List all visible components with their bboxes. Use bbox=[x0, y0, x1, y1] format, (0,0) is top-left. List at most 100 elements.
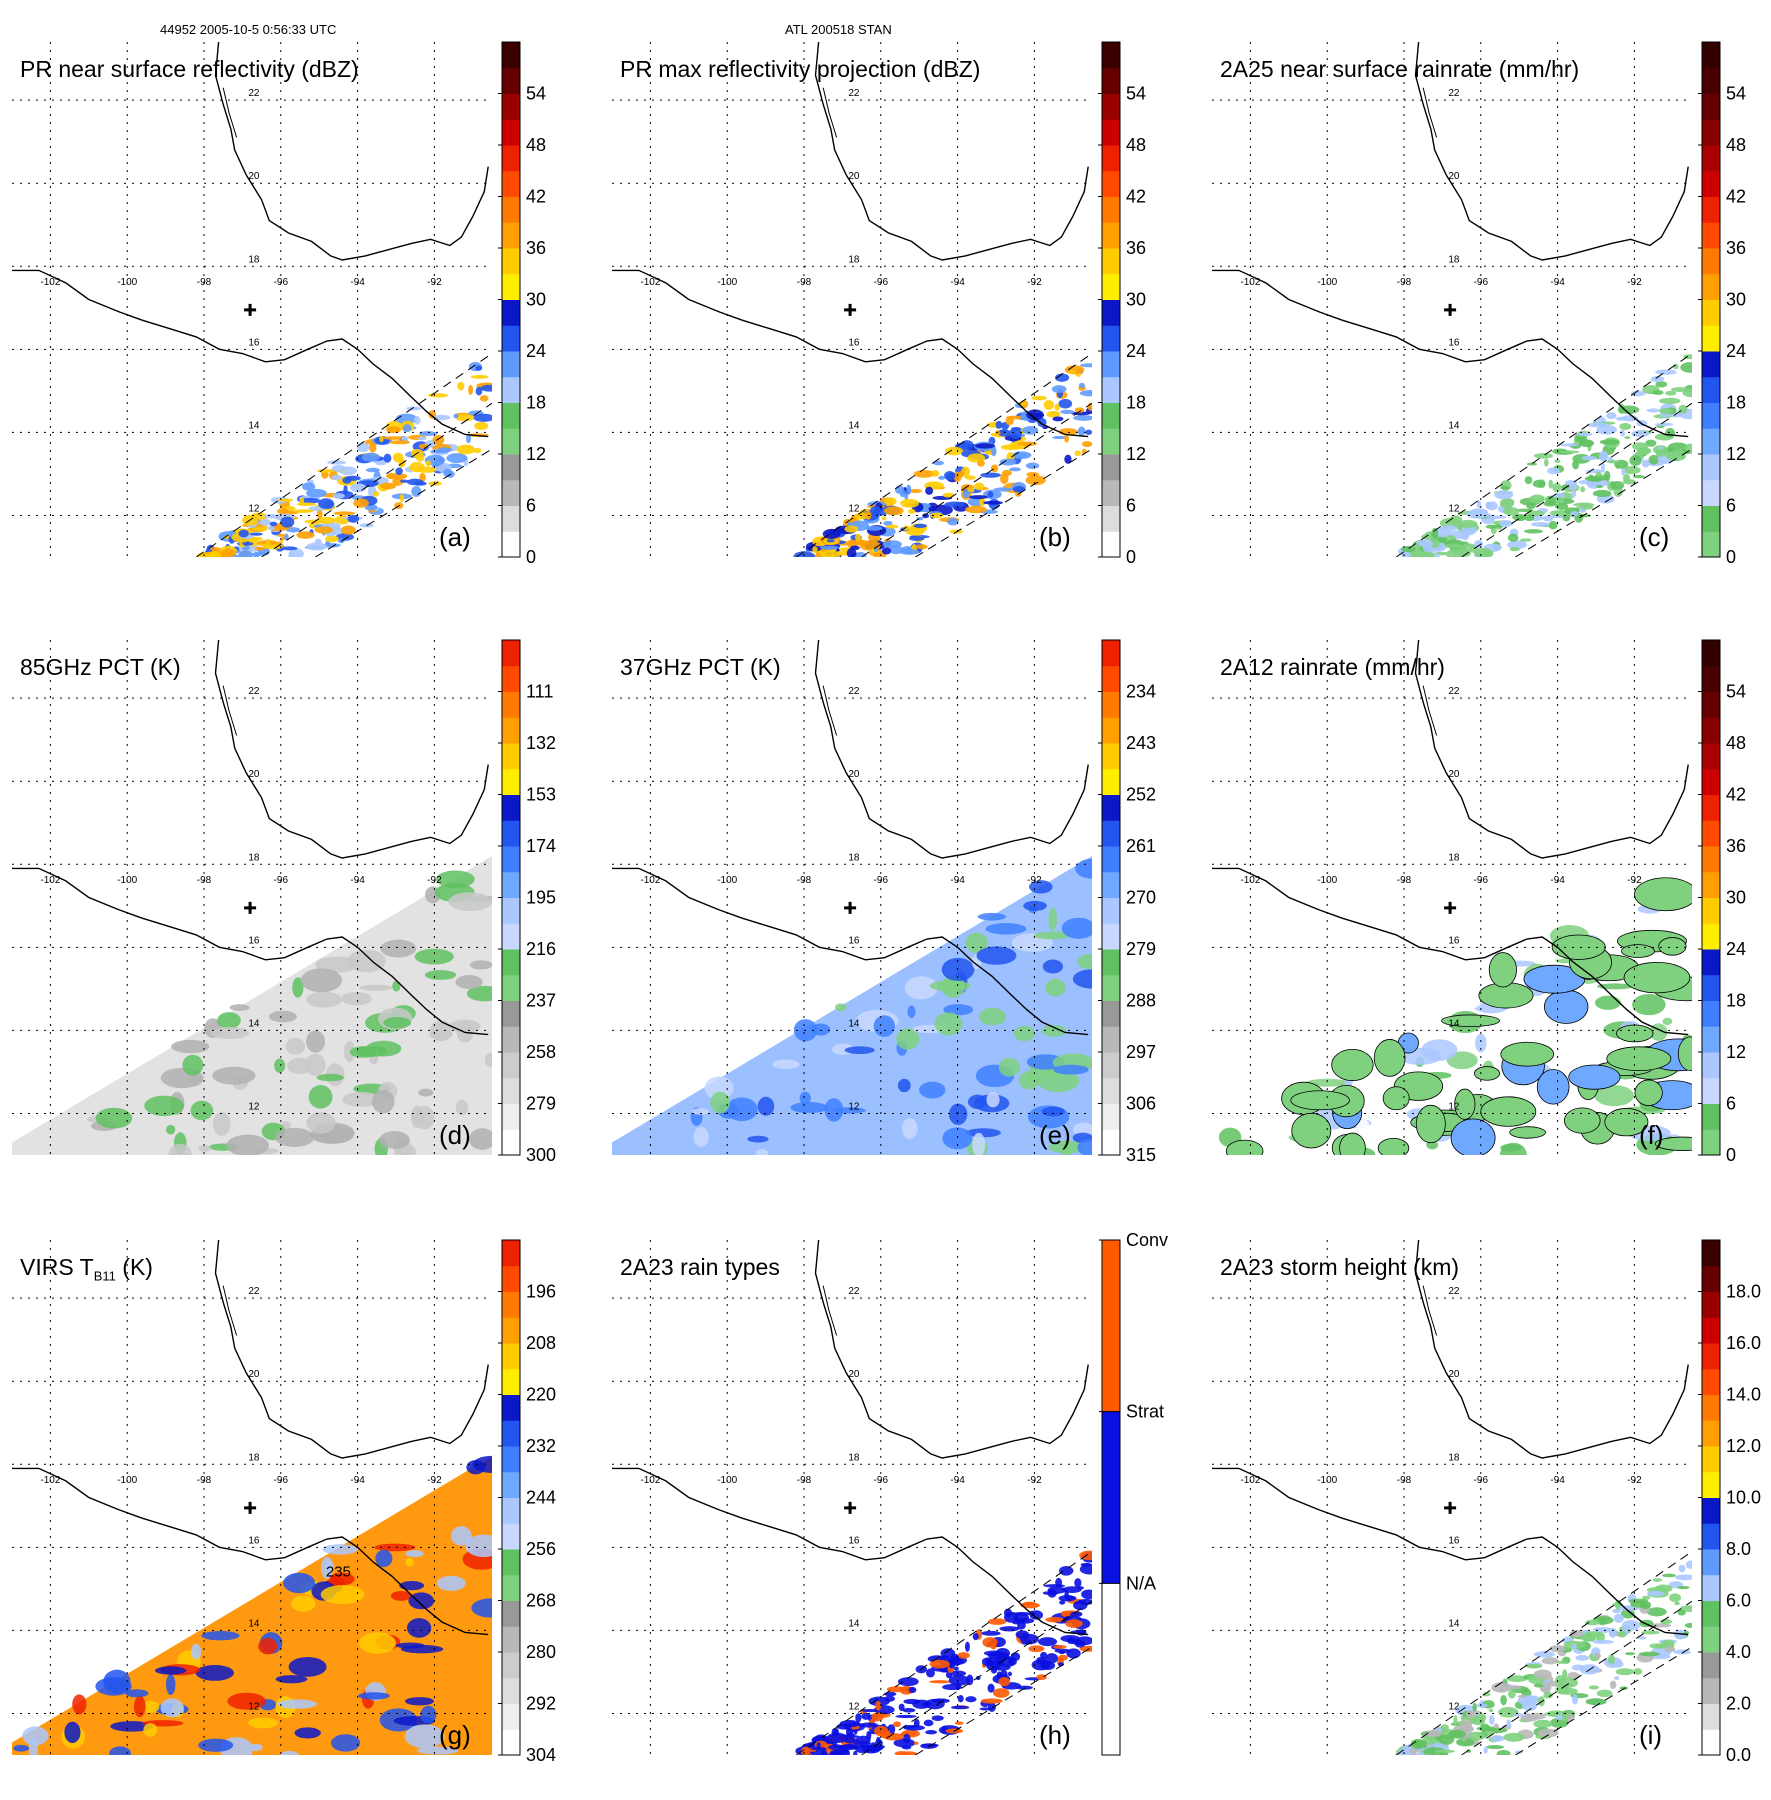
colorbar-swatch bbox=[1702, 1026, 1720, 1053]
precip-pixel bbox=[958, 470, 965, 478]
colorbar-swatch bbox=[502, 949, 520, 976]
precip-pixel bbox=[399, 493, 404, 502]
precip-pixel bbox=[1548, 479, 1554, 489]
precip-pixel bbox=[1496, 1749, 1511, 1755]
colorbar-swatch bbox=[1702, 1600, 1720, 1627]
colorbar-swatch bbox=[502, 196, 520, 223]
swath-field bbox=[12, 1456, 492, 1755]
precip-pixel bbox=[1020, 401, 1027, 406]
colorbar-label: 30 bbox=[526, 290, 546, 310]
colorbar-label: 48 bbox=[1726, 733, 1746, 753]
colorbar-swatch bbox=[502, 248, 520, 275]
precip-pixel bbox=[873, 1725, 889, 1737]
colorbar-swatch bbox=[1702, 1652, 1720, 1679]
colorbar-swatch bbox=[1702, 1446, 1720, 1473]
precip-pixel bbox=[1673, 1649, 1692, 1655]
gulf-coastline bbox=[1414, 42, 1689, 261]
rain-blob bbox=[1415, 1104, 1446, 1144]
colorbar-label: 208 bbox=[526, 1333, 556, 1353]
colorbar-swatch bbox=[1702, 505, 1720, 532]
precip-pixel bbox=[836, 1723, 852, 1730]
colorbar-label: 280 bbox=[526, 1642, 556, 1662]
field-blob bbox=[1053, 1064, 1089, 1075]
precip-pixel bbox=[1461, 1737, 1467, 1742]
colorbar-label: 195 bbox=[526, 888, 556, 908]
field-blob bbox=[229, 1004, 250, 1011]
field-blob bbox=[277, 1699, 318, 1709]
precip-pixel bbox=[1052, 416, 1064, 422]
precip-pixel bbox=[1031, 1659, 1051, 1671]
precip-pixel bbox=[931, 1715, 944, 1721]
precip-pixel bbox=[331, 464, 346, 473]
precip-pixel bbox=[842, 1744, 857, 1750]
colorbar-swatch bbox=[1102, 42, 1120, 69]
field-blob bbox=[1042, 959, 1064, 974]
colorbar-label: 18.0 bbox=[1726, 1282, 1761, 1302]
colorbar-label: 42 bbox=[1726, 785, 1746, 805]
precip-pixel bbox=[1580, 486, 1586, 493]
precip-pixel bbox=[1674, 448, 1685, 459]
precip-pixel bbox=[999, 1626, 1020, 1632]
precip-pixel bbox=[380, 482, 397, 490]
field-blob bbox=[347, 949, 386, 973]
precip-pixel bbox=[898, 1703, 905, 1711]
field-blob bbox=[306, 1112, 336, 1134]
precip-pixel bbox=[1609, 1680, 1617, 1690]
precip-pixel bbox=[375, 462, 387, 466]
precip-pixel bbox=[980, 472, 1001, 478]
colorbar-label: 6 bbox=[1726, 1094, 1736, 1114]
precip-pixel bbox=[1612, 1608, 1622, 1614]
field-blob bbox=[280, 1750, 299, 1755]
precip-pixel bbox=[1473, 548, 1494, 557]
precip-pixel bbox=[1491, 1682, 1512, 1693]
field-blob bbox=[390, 1590, 412, 1601]
colorbar-swatch bbox=[1702, 1523, 1720, 1550]
rain-blob bbox=[1606, 1046, 1672, 1072]
precip-pixel bbox=[938, 475, 946, 480]
header-orbit-time: 44952 2005-10-5 0:56:33 UTC bbox=[160, 22, 337, 37]
field-blob bbox=[268, 1010, 297, 1023]
precip-pixel bbox=[945, 446, 963, 456]
colorbar-swatch bbox=[1702, 248, 1720, 275]
precip-pixel bbox=[1005, 416, 1014, 426]
precip-pixel bbox=[925, 1729, 938, 1735]
longitude-label: -96 bbox=[274, 875, 289, 886]
field-blob bbox=[1306, 1078, 1349, 1087]
precip-pixel bbox=[1658, 446, 1663, 450]
field-blob bbox=[217, 1012, 241, 1029]
precip-pixel bbox=[1618, 1631, 1627, 1638]
latitude-label: 12 bbox=[248, 503, 260, 514]
precip-pixel bbox=[1516, 508, 1534, 513]
precip-pixel bbox=[929, 1680, 951, 1684]
field-blob bbox=[1632, 993, 1666, 1016]
colorbar-label: 0 bbox=[1126, 547, 1136, 567]
precip-pixel bbox=[1646, 1590, 1665, 1597]
precip-pixel bbox=[1533, 453, 1554, 459]
precip-pixel bbox=[1596, 1689, 1613, 1698]
colorbar-label: 261 bbox=[1126, 836, 1156, 856]
panel-letter: (d) bbox=[439, 1120, 471, 1150]
precip-pixel bbox=[1633, 1668, 1643, 1675]
lagoon-line bbox=[822, 87, 838, 138]
precip-pixel bbox=[816, 1742, 821, 1750]
longitude-label: -100 bbox=[1317, 875, 1337, 886]
latitude-label: 18 bbox=[248, 1452, 260, 1463]
precip-pixel bbox=[1465, 1710, 1476, 1719]
field-blob bbox=[1536, 1111, 1556, 1133]
latitude-label: 16 bbox=[848, 1535, 860, 1546]
colorbar-label: 42 bbox=[526, 187, 546, 207]
precip-pixel bbox=[1482, 1692, 1491, 1697]
colorbar-swatch bbox=[1702, 351, 1720, 378]
precip-pixel bbox=[900, 498, 920, 508]
colorbar-label: 232 bbox=[526, 1436, 556, 1456]
precip-pixel bbox=[1077, 426, 1086, 436]
latitude-label: 14 bbox=[848, 1618, 860, 1629]
colorbar-label: 12 bbox=[526, 444, 546, 464]
latitude-label: 12 bbox=[848, 503, 860, 514]
field-blob bbox=[166, 1124, 176, 1135]
precip-pixel bbox=[1578, 480, 1592, 485]
precip-pixel bbox=[1059, 1565, 1074, 1576]
colorbar-label: 16.0 bbox=[1726, 1333, 1761, 1353]
precip-pixel bbox=[1453, 1715, 1458, 1727]
precip-pixel bbox=[1641, 1630, 1660, 1635]
